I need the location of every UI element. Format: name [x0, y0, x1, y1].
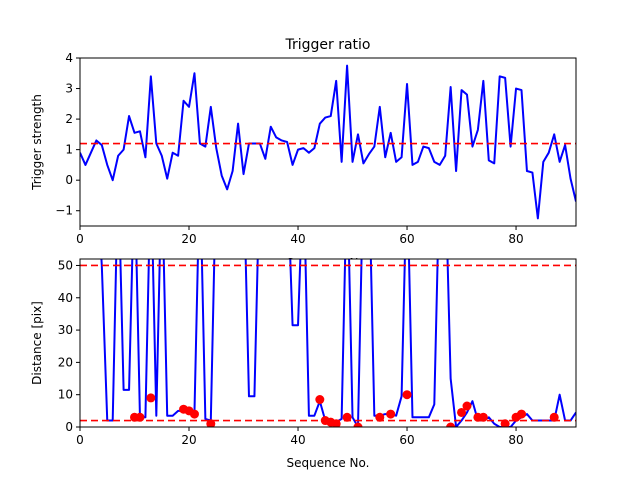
- y-axis-label: Trigger strength: [30, 94, 44, 191]
- data-point-marker: [446, 422, 456, 427]
- data-point-marker: [189, 409, 199, 419]
- distance-panel: 0 20 40 60 80 0 10 20 30 40 50 Sequence No. Distan…: [30, 258, 577, 470]
- y-tick-label: 30: [58, 323, 73, 337]
- data-point-marker: [478, 412, 488, 422]
- y-tick-label: 4: [65, 51, 73, 65]
- data-point-marker: [342, 412, 352, 422]
- y-axis-label: Distance [pix]: [30, 301, 44, 385]
- plot-frame: [79, 258, 577, 428]
- y-tick-label: 0: [65, 173, 73, 187]
- data-point-marker: [135, 412, 145, 422]
- y-tick-label: −1: [55, 204, 73, 218]
- plot-frame: [79, 57, 577, 227]
- data-point-marker: [146, 393, 156, 403]
- y-tick-label: 10: [58, 388, 73, 402]
- data-point-marker: [386, 409, 396, 419]
- y-tick-label: 50: [58, 258, 73, 272]
- x-tick-label: 20: [181, 232, 196, 246]
- data-point-marker: [549, 412, 559, 422]
- chart-title: Trigger ratio: [284, 37, 370, 53]
- x-tick-label: 0: [76, 232, 84, 246]
- y-tick-label: 40: [58, 291, 73, 305]
- data-point-marker: [206, 419, 216, 427]
- x-tick-label: 60: [399, 433, 414, 447]
- y-tick-label: 20: [58, 355, 73, 369]
- series-layer: [80, 64, 576, 220]
- y-tick-label: 1: [65, 143, 73, 157]
- x-axis-label: Sequence No.: [287, 456, 370, 470]
- x-tick-label: 40: [290, 232, 305, 246]
- data-point-marker: [457, 407, 467, 417]
- x-tick-label: 60: [399, 232, 414, 246]
- data-point-marker: [375, 412, 385, 422]
- x-tick-label: 80: [508, 433, 523, 447]
- y-tick-label: 3: [65, 82, 73, 96]
- data-point-marker: [516, 409, 526, 419]
- data-point-marker: [402, 390, 412, 400]
- x-tick-label: 0: [76, 433, 84, 447]
- y-tick-label: 0: [65, 420, 73, 434]
- x-tick-label: 20: [181, 433, 196, 447]
- series-line: [80, 64, 576, 220]
- series-layer: [80, 259, 576, 427]
- data-point-marker: [353, 422, 363, 427]
- data-point-marker: [315, 395, 325, 405]
- x-tick-label: 40: [290, 433, 305, 447]
- tick-layer: 0 20 40 60 80 0 10 20 30 40 50: [58, 258, 524, 447]
- data-point-marker: [331, 419, 341, 427]
- y-tick-label: 2: [65, 112, 73, 126]
- plot-background: [80, 259, 576, 427]
- data-point-marker: [462, 401, 472, 411]
- x-tick-label: 80: [508, 232, 523, 246]
- data-point-marker: [500, 419, 510, 427]
